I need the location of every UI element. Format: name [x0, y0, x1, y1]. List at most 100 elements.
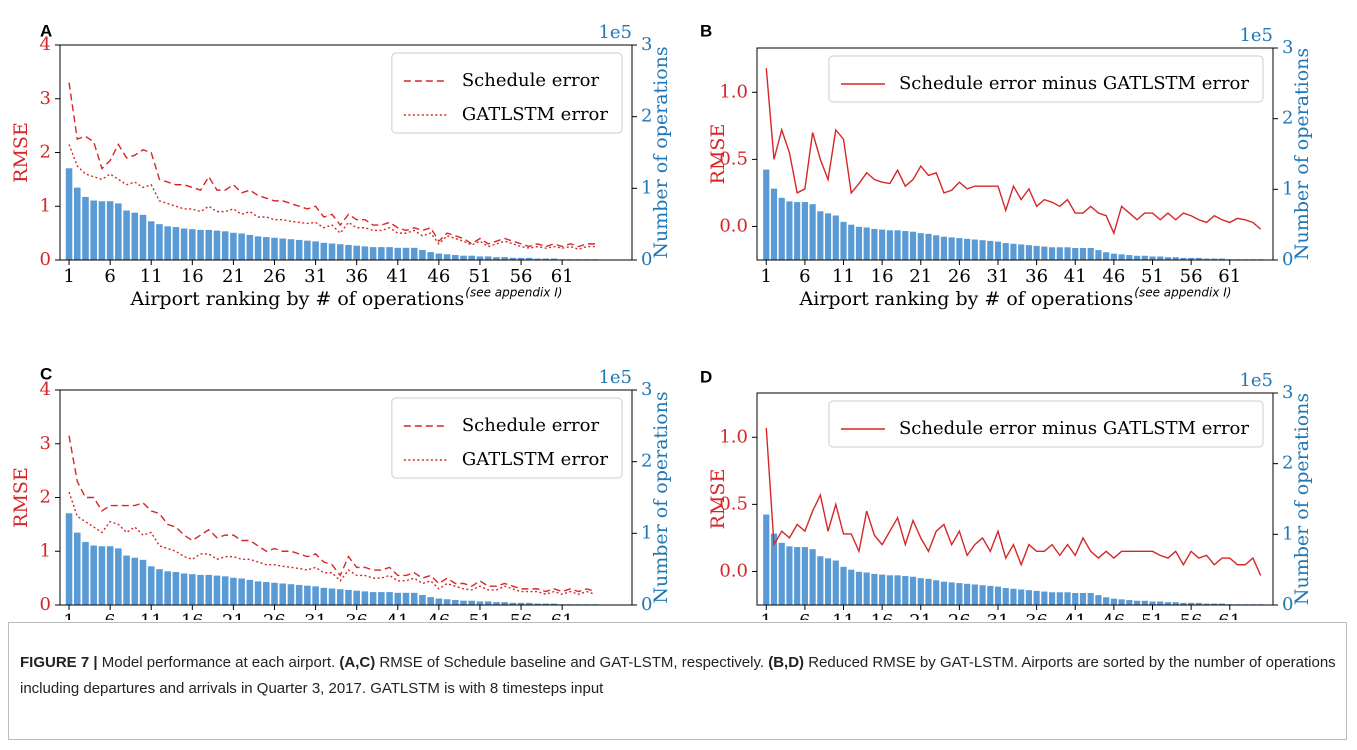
panel: C1611162126313641465156610123401231e5RMS…	[10, 364, 672, 620]
bar	[156, 224, 163, 260]
y-axis-label: RMSE	[10, 467, 32, 528]
bar	[971, 584, 978, 605]
bar	[378, 592, 385, 605]
bar	[378, 247, 385, 260]
y-tick-label: 2	[40, 487, 51, 508]
bar	[205, 574, 213, 605]
x-tick-label: 11	[832, 266, 855, 287]
bar	[1203, 603, 1210, 605]
bar	[1157, 256, 1164, 260]
x-tick-label: 16	[871, 266, 894, 287]
bar	[832, 215, 839, 260]
bar	[863, 572, 870, 605]
x-tick-label: 56	[510, 266, 533, 287]
bar	[131, 557, 139, 605]
bar	[909, 231, 917, 260]
bar	[271, 237, 278, 260]
bar	[353, 245, 360, 260]
bar	[1188, 602, 1195, 605]
bar	[328, 588, 336, 605]
caption-segment: Reduced RMSE by GAT-LSTM. Airports are s…	[20, 654, 1336, 697]
x-tick-label: 31	[987, 611, 1010, 620]
bar	[987, 585, 994, 605]
line	[68, 435, 596, 593]
bar	[871, 573, 878, 605]
bar	[1033, 590, 1040, 605]
y2-tick-label: 1	[1282, 178, 1293, 199]
bar	[542, 258, 549, 260]
y-tick-label: 0	[40, 594, 51, 615]
legend-box	[828, 400, 1264, 448]
bar	[1110, 253, 1117, 260]
y2-tick-label: 3	[1282, 382, 1293, 403]
bar	[794, 547, 801, 605]
bar	[550, 603, 558, 605]
bar	[1172, 602, 1179, 605]
bar	[855, 226, 863, 260]
x-tick-label: 51	[469, 611, 492, 620]
panel: B1 6 11 16 21 26 31 36 41 46 51 56 610.00.51.001231e…	[700, 21, 1313, 310]
y2-axis-label: Number of operations	[1291, 48, 1313, 260]
x-tick-label: 16	[181, 611, 204, 620]
caption-segment: RMSE of Schedule baseline and GAT-LSTM, …	[379, 654, 765, 671]
bar	[312, 586, 319, 605]
bar	[230, 577, 237, 605]
x-tick-label: 46	[1102, 611, 1125, 620]
y2-offset-label: 1e5	[1239, 370, 1273, 391]
bar	[994, 586, 1002, 605]
caption-segment: FIGURE 7 |	[20, 654, 98, 671]
bar	[940, 581, 948, 605]
x-tick-label: 21	[909, 266, 932, 287]
bar	[312, 241, 319, 260]
x-tick-label: 31	[304, 266, 327, 287]
bar	[328, 243, 336, 260]
bar	[886, 575, 893, 605]
bar	[1149, 601, 1156, 605]
line	[765, 68, 1262, 236]
bar	[82, 541, 89, 605]
bar	[1126, 600, 1133, 605]
y2-tick-label: 1	[641, 522, 652, 543]
bar	[925, 233, 932, 260]
bar	[1002, 243, 1009, 260]
bar	[304, 240, 311, 260]
bar	[1203, 258, 1210, 260]
x-tick-label: 21	[909, 611, 932, 620]
y-tick-label: 0	[40, 249, 51, 270]
bar	[1033, 245, 1040, 260]
bar	[1110, 598, 1117, 605]
bar	[304, 585, 311, 605]
bar	[1118, 599, 1125, 605]
bar	[73, 187, 81, 260]
legend: Schedule error GATLSTM error	[391, 52, 623, 134]
bar	[894, 575, 901, 605]
y2-tick-label: 3	[641, 34, 652, 55]
bar	[65, 513, 73, 605]
legend-label: GATLSTM error	[462, 104, 609, 125]
bar	[1157, 601, 1164, 605]
x-tick-label: 46	[1102, 266, 1125, 287]
bar	[1095, 595, 1102, 605]
x-tick-label: 26	[948, 611, 971, 620]
bar	[1126, 255, 1133, 260]
bar	[1180, 257, 1187, 260]
bar	[832, 560, 839, 605]
bar	[164, 226, 171, 260]
bar	[246, 579, 254, 605]
x-axis-label: Airport ranking by # of operations	[799, 288, 1134, 310]
x-tick-label: 36	[345, 611, 368, 620]
caption-segment: (B,D)	[768, 654, 805, 671]
y2-axis-label: Number of operations	[1291, 393, 1313, 605]
bar	[1211, 603, 1218, 605]
bar	[1118, 254, 1125, 260]
bar	[964, 238, 971, 260]
bar	[156, 569, 163, 605]
bar	[90, 200, 97, 260]
bar	[147, 221, 155, 260]
y2-tick-label: 0	[641, 594, 652, 615]
bar	[534, 603, 541, 605]
plot-frame	[756, 47, 1274, 261]
caption: FIGURE 7 | Model performance at each airp…	[20, 650, 1340, 702]
x-axis-note: (see appendix I)	[465, 286, 562, 300]
bar	[801, 547, 808, 605]
